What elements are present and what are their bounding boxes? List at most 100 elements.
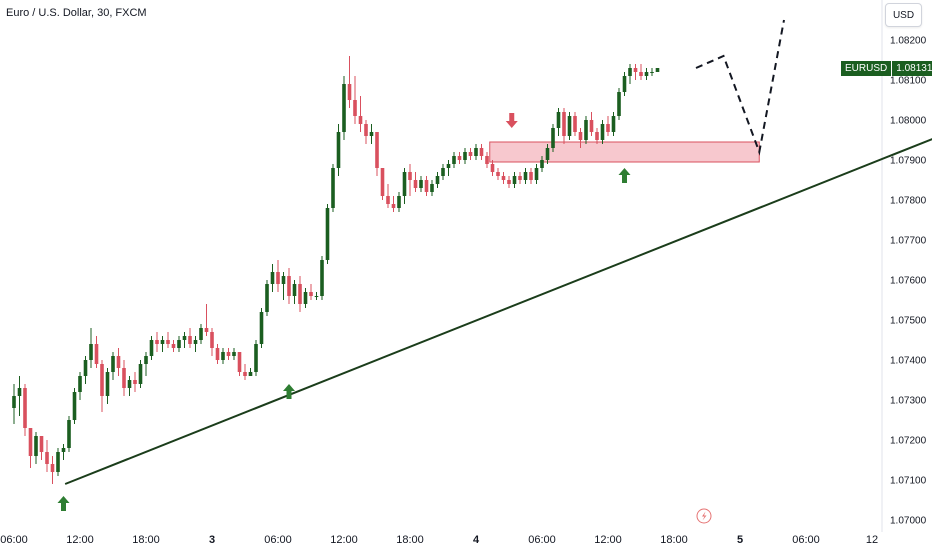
candle-body — [177, 340, 181, 348]
candle-body — [89, 344, 93, 360]
candle-body — [111, 356, 115, 372]
candle-body — [391, 204, 396, 208]
x-tick-label: 5 — [737, 534, 743, 546]
candle-body — [386, 196, 390, 204]
candle-body — [573, 116, 577, 132]
candle-body — [534, 168, 539, 180]
candle-body — [292, 284, 297, 296]
candle-body — [446, 164, 451, 168]
candle-body — [644, 72, 649, 76]
candle-body — [567, 116, 572, 136]
candle-body — [138, 364, 143, 384]
candle-body — [457, 156, 462, 160]
candle-body — [287, 276, 291, 296]
x-tick-label: 12 — [866, 534, 878, 546]
candle-body — [479, 148, 484, 156]
candle-body — [265, 284, 269, 312]
candle-body — [17, 388, 22, 396]
candle-body — [655, 68, 660, 72]
y-tick-label: 1.08200 — [890, 36, 927, 47]
y-tick-label: 1.07800 — [890, 196, 927, 207]
candle-body — [166, 340, 170, 344]
candle-body — [562, 112, 566, 136]
candle-body — [56, 452, 60, 472]
candle-body — [199, 328, 203, 340]
candle-body — [144, 356, 148, 364]
candle-body — [595, 132, 599, 140]
candle-body — [50, 464, 55, 472]
candle-body — [331, 168, 335, 208]
candle-body — [639, 72, 643, 76]
candle-body — [600, 124, 605, 140]
currency-button[interactable]: USD — [885, 3, 922, 27]
x-tick-label: 06:00 — [264, 534, 292, 546]
candle-body — [72, 392, 77, 420]
chart-title: Euro / U.S. Dollar, 30, FXCM — [6, 7, 147, 19]
candle-body — [584, 120, 588, 140]
candle-body — [39, 436, 44, 452]
candle-body — [342, 84, 346, 132]
candle-body — [419, 180, 423, 188]
trend-line[interactable] — [64, 128, 932, 485]
candle-body — [633, 68, 638, 72]
x-tick-label: 06:00 — [792, 534, 820, 546]
candle-body — [380, 168, 385, 196]
candle-body — [122, 368, 126, 388]
candle-body — [232, 352, 236, 356]
arrow-up-icon — [57, 496, 70, 511]
arrow-up-icon — [618, 168, 631, 183]
candle-body — [474, 148, 478, 156]
candle-body — [270, 272, 275, 284]
candle-body — [155, 340, 159, 344]
candle-body — [512, 176, 517, 184]
candle-body — [281, 276, 286, 284]
candle-body — [94, 344, 99, 364]
candle-body — [490, 164, 495, 172]
candle-body — [193, 340, 198, 344]
candle-body — [435, 176, 440, 184]
candle-body — [606, 124, 610, 132]
candle-body — [336, 132, 341, 168]
candle-body — [105, 372, 110, 396]
candle-body — [424, 180, 429, 192]
candle-body — [215, 348, 220, 360]
candle-body — [210, 332, 214, 348]
candle-body — [303, 292, 308, 304]
candle-body — [578, 132, 583, 140]
projection-path[interactable] — [695, 19, 785, 156]
candle-body — [116, 356, 121, 368]
candle-body — [507, 180, 511, 184]
candle-body — [545, 148, 550, 160]
last-price-symbol: EURUSD — [841, 61, 892, 76]
arrow-down-icon — [505, 113, 518, 128]
candle-body — [518, 176, 522, 180]
candle-body — [551, 128, 555, 148]
x-tick-label: 06:00 — [528, 534, 556, 546]
candle-body — [358, 116, 363, 124]
candle-body — [314, 296, 319, 297]
candle-body — [160, 340, 165, 344]
candle-body — [650, 72, 654, 73]
candle-body — [369, 132, 374, 136]
x-tick-label: 18:00 — [132, 534, 160, 546]
candle-body — [496, 172, 500, 176]
y-tick-label: 1.08100 — [890, 76, 927, 87]
candle-body — [485, 156, 489, 164]
candle-body — [628, 68, 632, 76]
candle-body — [529, 172, 533, 180]
candle-body — [276, 272, 280, 284]
candle-body — [149, 340, 154, 356]
y-tick-label: 1.07300 — [890, 396, 927, 407]
candle-body — [468, 152, 473, 156]
candle-body — [61, 448, 66, 452]
candle-body — [413, 180, 418, 188]
lightning-icon[interactable] — [696, 508, 712, 524]
y-tick-label: 1.08000 — [890, 116, 927, 127]
y-tick-label: 1.07000 — [890, 516, 927, 527]
y-tick-label: 1.07100 — [890, 476, 927, 487]
candle-body — [309, 292, 313, 296]
resistance-zone — [489, 141, 760, 163]
candle-body — [402, 172, 407, 196]
last-price-value: 1.08131 — [892, 61, 932, 76]
